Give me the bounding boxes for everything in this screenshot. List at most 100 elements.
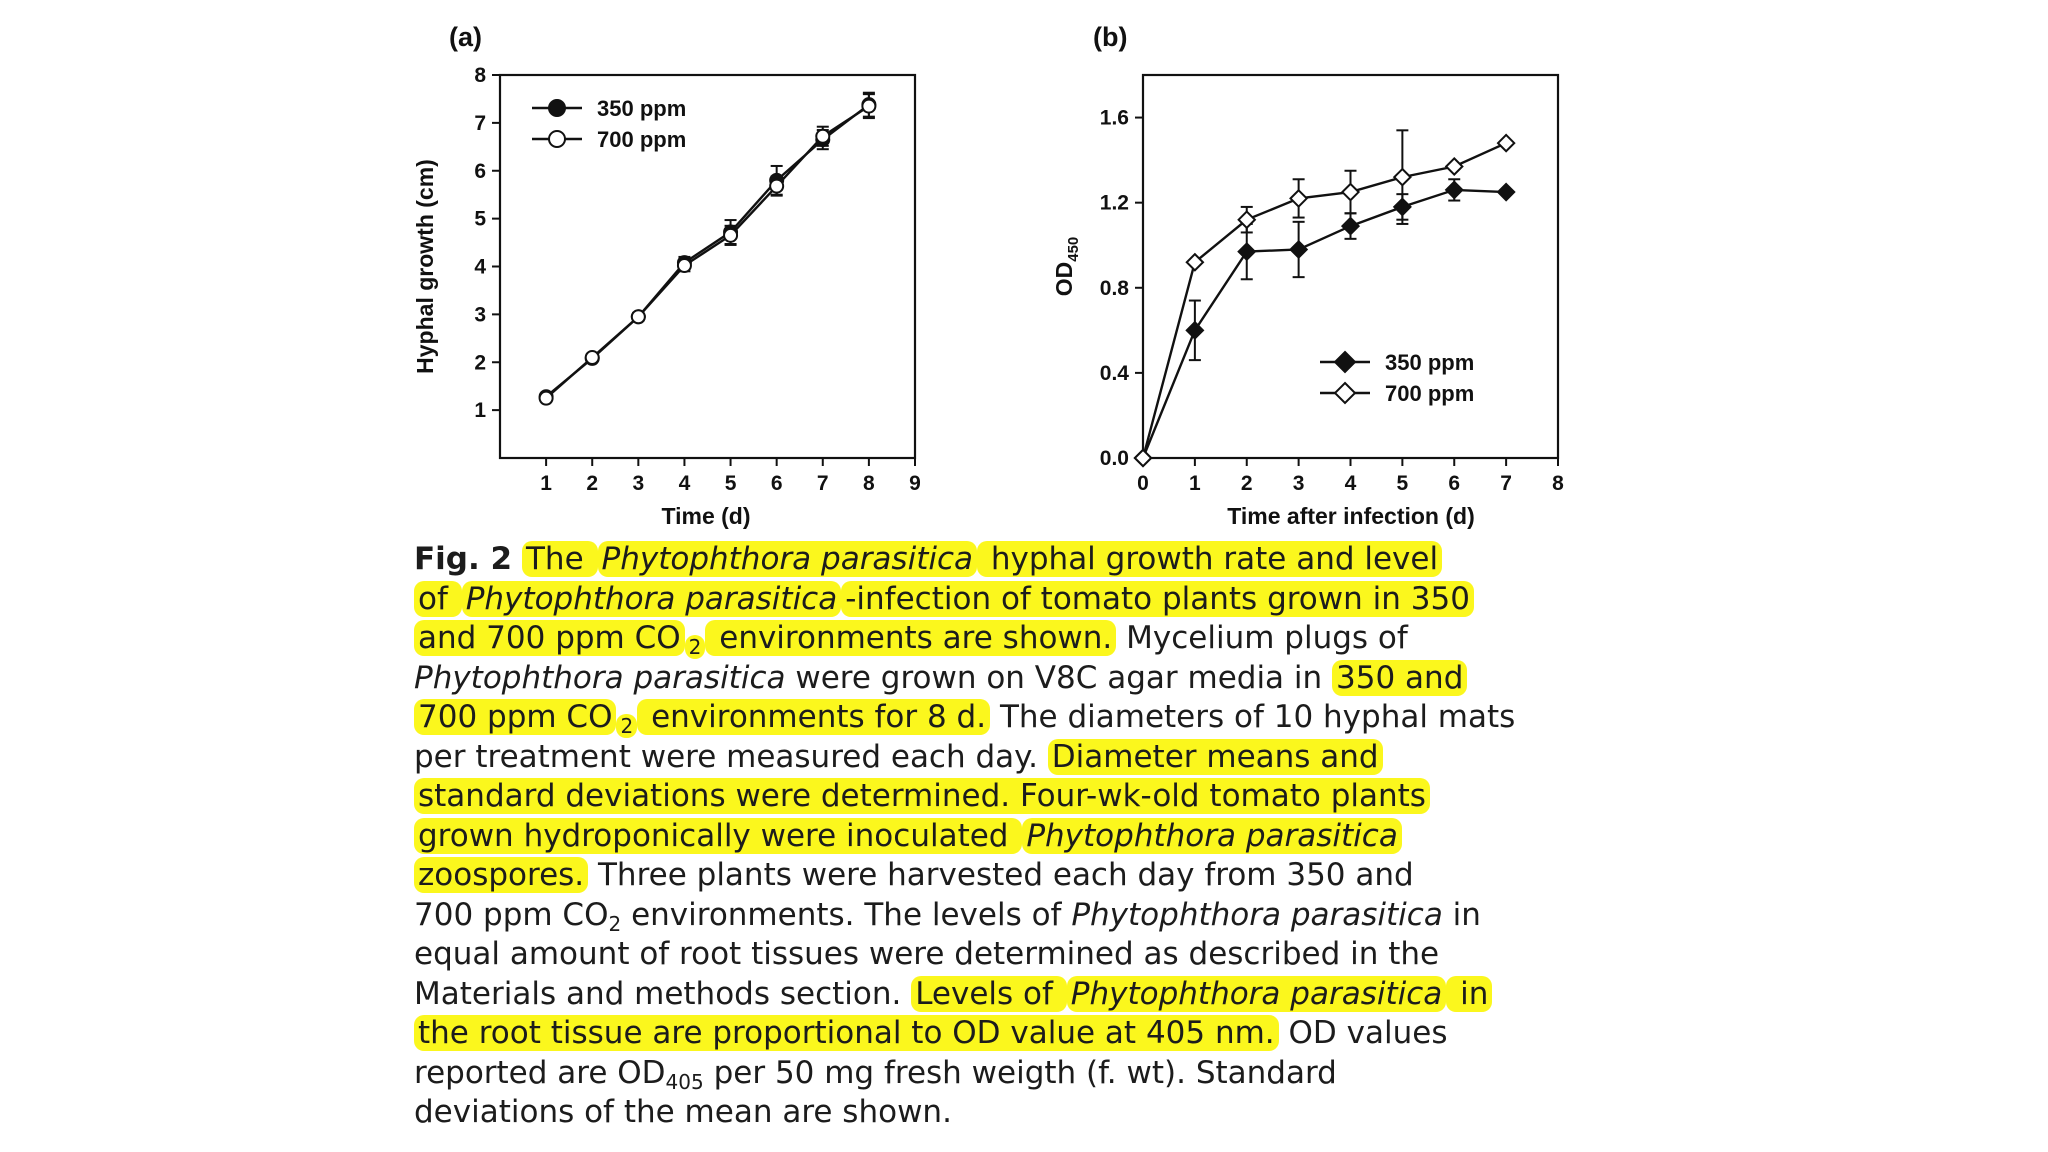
- highlighted-text: in: [1446, 975, 1493, 1012]
- y-axis-title: OD450: [1051, 237, 1082, 297]
- legend-label: 350 ppm: [1385, 350, 1474, 375]
- caption-text: 2: [608, 911, 622, 936]
- x-tick-label: 8: [1552, 472, 1564, 495]
- data-point: [1444, 156, 1464, 177]
- series-700-ppm: [1133, 129, 1516, 468]
- highlighted-text: Levels of: [911, 975, 1067, 1012]
- figure-label: Fig. 2: [414, 541, 513, 577]
- x-tick-label: 8: [863, 472, 875, 495]
- panel-b: (b) 0 1 2 3 4 5 6 7 8 0.0 0.4 0.8 1.2 1.6 Time after in…: [1051, 22, 1564, 529]
- x-tick-label: 6: [1448, 472, 1460, 495]
- highlighted-text: zoospores.: [414, 857, 589, 893]
- data-point: [1340, 182, 1361, 202]
- x-tick-label: 7: [817, 472, 829, 495]
- highlighted-text: and 700 ppm CO: [414, 620, 685, 656]
- data-point: [1496, 133, 1516, 153]
- legend: 350 ppm 700 ppm: [1320, 350, 1474, 406]
- x-tick-label: 3: [632, 472, 644, 495]
- caption-text: per 50 mg fresh weigth (f. wt). Standard: [703, 1054, 1337, 1091]
- data-point: [1496, 182, 1516, 202]
- caption-text: Materials and methods section.: [414, 975, 912, 1012]
- data-point: [630, 309, 646, 325]
- caption-line: equal amount of root tissues were determ…: [414, 935, 1594, 975]
- caption-line: the root tissue are proportional to OD v…: [414, 1014, 1594, 1054]
- caption-line: reported are OD405 per 50 mg fresh weigt…: [414, 1054, 1594, 1094]
- data-point: [815, 128, 831, 144]
- highlighted-text: Phytophthora parasitica: [1022, 817, 1402, 854]
- y-axis-title-subscript: 450: [1065, 237, 1082, 262]
- y-tick-label: 0.8: [1100, 277, 1130, 300]
- x-tick-label: 1: [1189, 472, 1201, 495]
- legend-label: 700 ppm: [1385, 381, 1474, 406]
- y-axis-title-text: Hyphal growth (cm): [412, 159, 438, 374]
- highlighted-text: 700 ppm CO: [414, 699, 617, 735]
- y-tick-label: 8: [474, 64, 486, 87]
- highlighted-text: environments are shown.: [705, 620, 1117, 656]
- highlighted-text: -infection of tomato plants grown in 350: [841, 580, 1474, 617]
- caption-line: zoospores. Three plants were harvested e…: [414, 856, 1594, 896]
- y-tick-label: 5: [474, 208, 486, 231]
- x-tick-label: 3: [1293, 472, 1305, 495]
- highlighted-text: hyphal growth rate and level: [977, 541, 1443, 577]
- highlighted-text: of: [414, 580, 462, 617]
- data-point: [723, 227, 739, 243]
- data-point: [538, 390, 554, 406]
- x-tick-label: 6: [771, 472, 783, 495]
- panel-label: (b): [1093, 22, 1127, 52]
- caption-line: Materials and methods section. Levels of…: [414, 975, 1594, 1015]
- data-point: [1185, 320, 1205, 340]
- highlighted-text: Phytophthora parasitica: [597, 541, 978, 577]
- data-point: [1392, 167, 1412, 187]
- caption-text: Phytophthora parasitica: [414, 659, 786, 696]
- caption-text: 700 ppm CO: [414, 896, 609, 933]
- caption-text: Three plants were harvested each day fro…: [588, 857, 1414, 893]
- legend-marker: [1333, 381, 1357, 405]
- caption-line: 700 ppm CO2 environments. The levels of …: [414, 896, 1594, 936]
- data-point: [1340, 216, 1361, 236]
- legend: 350 ppm 700 ppm: [532, 96, 686, 152]
- legend-marker: [548, 130, 566, 148]
- legend-marker: [1333, 350, 1357, 374]
- panel-label: (a): [449, 22, 482, 52]
- highlighted-text: 2: [684, 635, 706, 659]
- data-point: [584, 349, 600, 365]
- data-point: [769, 178, 785, 194]
- highlighted-text: 350 and: [1332, 659, 1468, 696]
- data-point: [1133, 448, 1153, 468]
- y-tick-label: 1.2: [1100, 192, 1129, 215]
- data-point: [861, 98, 877, 114]
- x-tick-label: 2: [586, 472, 598, 495]
- data-point: [1237, 242, 1257, 262]
- caption-text: [512, 541, 522, 577]
- panel-a: (a) 1 2 3 4 5 6 7 8 9 1 2 3 4 5 6 7 8 Time (d) Hyphal growt…: [412, 22, 921, 529]
- caption-line: 700 ppm CO 2 environments for 8 d. The di…: [414, 698, 1594, 738]
- data-point: [1237, 210, 1257, 230]
- caption-text: The diameters of 10 hyphal mats: [990, 699, 1516, 735]
- x-tick-label: 7: [1500, 472, 1512, 495]
- caption-text: in: [1442, 896, 1481, 933]
- caption-text: 405: [665, 1069, 704, 1094]
- caption-text: were grown on V8C agar media in: [785, 659, 1333, 696]
- caption-line: of Phytophthora parasitica -infection of …: [414, 580, 1594, 620]
- caption-text: Mycelium plugs of: [1116, 620, 1408, 656]
- y-tick-label: 1: [474, 399, 486, 422]
- highlighted-text: grown hydroponically were inoculated: [414, 817, 1023, 854]
- x-tick-label: 2: [1241, 472, 1253, 495]
- data-point: [1289, 239, 1309, 260]
- data-point: [1444, 180, 1464, 200]
- figure-caption: Fig. 2 The Phytophthora parasitica hypha…: [414, 540, 1594, 1133]
- highlighted-text: Phytophthora parasitica: [1066, 975, 1447, 1012]
- y-axis-title: Hyphal growth (cm): [412, 159, 438, 374]
- caption-line: deviations of the mean are shown.: [414, 1093, 1594, 1133]
- caption-text: deviations of the mean are shown.: [414, 1094, 952, 1130]
- caption-line: and 700 ppm CO 2 environments are shown. …: [414, 619, 1594, 659]
- series-700-ppm: [538, 93, 877, 406]
- data-point: [676, 258, 692, 274]
- caption-text: Phytophthora parasitica: [1071, 896, 1443, 933]
- data-point: [1289, 188, 1309, 208]
- highlighted-text: standard deviations were determined. Fou…: [414, 778, 1430, 814]
- data-point: [1185, 252, 1205, 272]
- highlighted-text: environments for 8 d.: [637, 699, 991, 735]
- plot-frame: [1141, 73, 1560, 460]
